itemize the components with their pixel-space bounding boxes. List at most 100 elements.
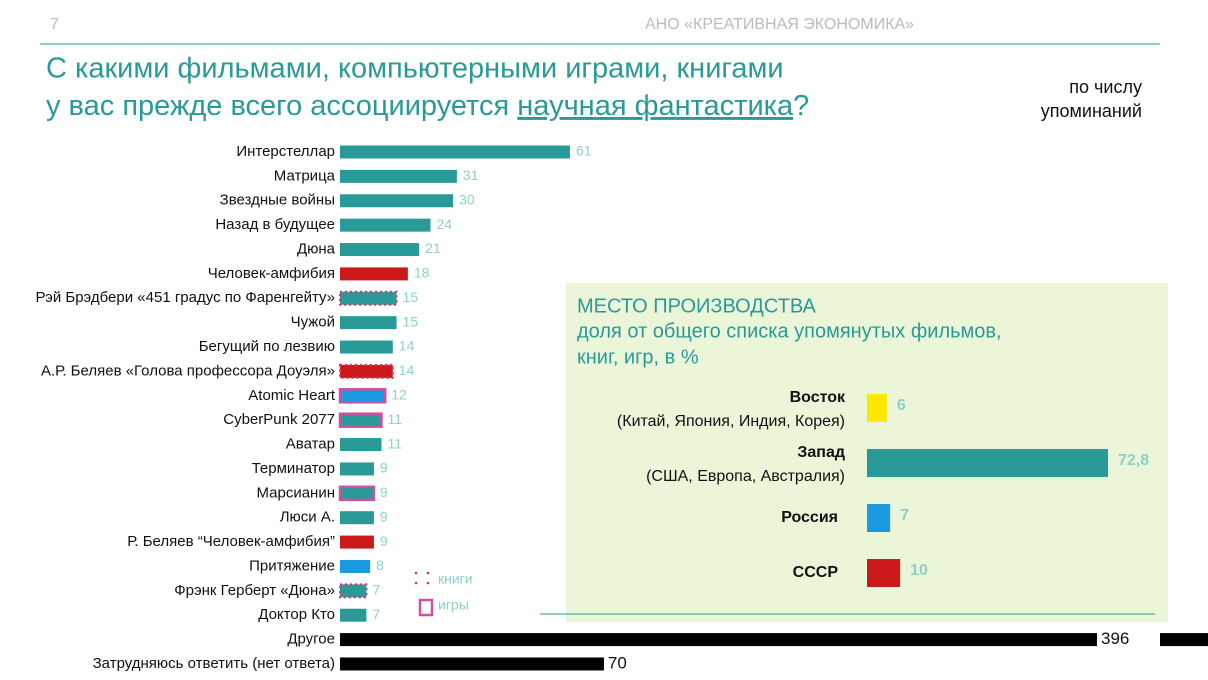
bar <box>340 145 570 159</box>
bar <box>867 559 901 587</box>
category-label: CyberPunk 2077 <box>223 411 335 428</box>
value-label: 7 <box>372 582 380 598</box>
category-label: Рэй Брэдбери «451 градус по Фаренгейту» <box>36 289 336 306</box>
category-label: Бегущий по лезвию <box>199 338 335 355</box>
category-label: СССР <box>793 564 839 581</box>
value-label: 15 <box>403 289 419 305</box>
value-label: 31 <box>463 167 479 183</box>
value-label: 11 <box>387 411 402 427</box>
category-label: Доктор Кто <box>258 606 335 623</box>
category-label: Человек-амфибия <box>208 265 335 282</box>
category-label: Россия <box>781 509 838 526</box>
bar <box>338 485 376 502</box>
value-label: 21 <box>425 240 441 256</box>
category-label: Р. Беляев “Человек-амфибия” <box>127 533 335 550</box>
value-label: 30 <box>459 191 475 207</box>
bar <box>340 462 374 476</box>
value-label: 6 <box>897 397 906 414</box>
category-label: Назад в будущее <box>215 216 335 233</box>
note: упоминаний <box>1041 101 1142 121</box>
value-label: 61 <box>576 143 592 159</box>
value-label: 24 <box>436 216 452 232</box>
category-label: Марсианин <box>256 484 335 501</box>
bar <box>340 218 431 232</box>
category-label: Чужой <box>291 314 335 331</box>
legend-swatch <box>426 571 430 575</box>
panel-subtitle: доля от общего списка упомянутых фильмов… <box>577 320 1002 342</box>
value-label: 7 <box>372 606 380 622</box>
category-label: Звездные войны <box>220 192 335 209</box>
legend-swatch <box>414 571 418 575</box>
bar <box>340 243 420 257</box>
value-label: 70 <box>608 653 627 672</box>
bar <box>340 608 367 622</box>
legend-label: игры <box>438 597 469 613</box>
bar <box>340 657 604 671</box>
category-label: Atomic Heart <box>248 387 336 404</box>
note: по числу <box>1069 77 1142 97</box>
bar <box>340 633 1097 647</box>
bar <box>867 449 1108 477</box>
page-number: 7 <box>50 16 59 33</box>
value-label: 18 <box>414 265 430 281</box>
bar <box>340 316 397 330</box>
panel-title: МЕСТО ПРОИЗВОДСТВА <box>577 295 817 317</box>
value-label: 9 <box>380 533 388 549</box>
category-label: Дюна <box>297 240 336 257</box>
bar <box>340 267 408 281</box>
value-label: 14 <box>399 362 415 378</box>
bar <box>338 388 387 404</box>
value-label: 9 <box>380 484 388 500</box>
category-label: Люси А. <box>280 509 335 526</box>
category-label: Затрудняюсь ответить (нет ответа) <box>93 655 335 672</box>
bar <box>867 504 891 532</box>
category-label: Аватар <box>286 436 335 453</box>
category-label: Фрэнк Герберт «Дюна» <box>174 582 335 599</box>
value-label: 72,8 <box>1118 452 1149 469</box>
title-highlight: научная фантастика <box>517 90 794 122</box>
category-note: (Китай, Япония, Индия, Корея) <box>617 413 845 430</box>
category-note: (США, Европа, Австралия) <box>646 468 845 485</box>
legend-swatch <box>418 598 434 617</box>
title-line: у вас прежде всего ассоциируется научная… <box>46 90 809 122</box>
value-label: 14 <box>399 338 415 354</box>
legend-label: книги <box>438 571 473 587</box>
value-label: 9 <box>380 460 388 476</box>
value-label: 15 <box>403 313 419 329</box>
title-line: С какими фильмами, компьютерными играми,… <box>46 53 784 85</box>
value-label: 11 <box>387 435 402 451</box>
organization: АНО «КРЕАТИВНАЯ ЭКОНОМИКА» <box>645 16 914 33</box>
bar <box>339 363 394 379</box>
value-label: 9 <box>380 508 388 524</box>
legend-swatch <box>426 581 430 585</box>
value-label: 7 <box>900 507 909 524</box>
category-label: Интерстеллар <box>236 143 335 160</box>
title-part: у вас прежде всего ассоциируется <box>46 90 517 122</box>
legend-swatch <box>414 581 418 585</box>
category-label: А.Р. Беляев «Голова профессора Доуэля» <box>41 362 335 379</box>
value-label: 396 <box>1101 629 1129 648</box>
bar-continuation <box>1160 633 1208 647</box>
panel-subtitle: книг, игр, в % <box>577 346 699 368</box>
bar <box>340 438 382 452</box>
bar <box>339 583 368 599</box>
category-label: Другое <box>287 631 335 648</box>
bar <box>340 559 371 573</box>
category-label: Запад <box>797 444 845 461</box>
category-label: Притяжение <box>249 557 335 574</box>
bar <box>867 394 887 422</box>
bar <box>340 511 374 525</box>
category-label: Восток <box>790 389 846 406</box>
bar <box>340 535 374 549</box>
value-label: 8 <box>376 557 384 573</box>
category-label: Матрица <box>274 167 336 184</box>
bar <box>340 169 457 183</box>
category-label: Терминатор <box>252 460 335 477</box>
bar <box>340 340 393 354</box>
title-part: ? <box>793 90 809 122</box>
value-label: 10 <box>910 562 928 579</box>
bar <box>340 194 454 208</box>
bar <box>338 412 383 428</box>
